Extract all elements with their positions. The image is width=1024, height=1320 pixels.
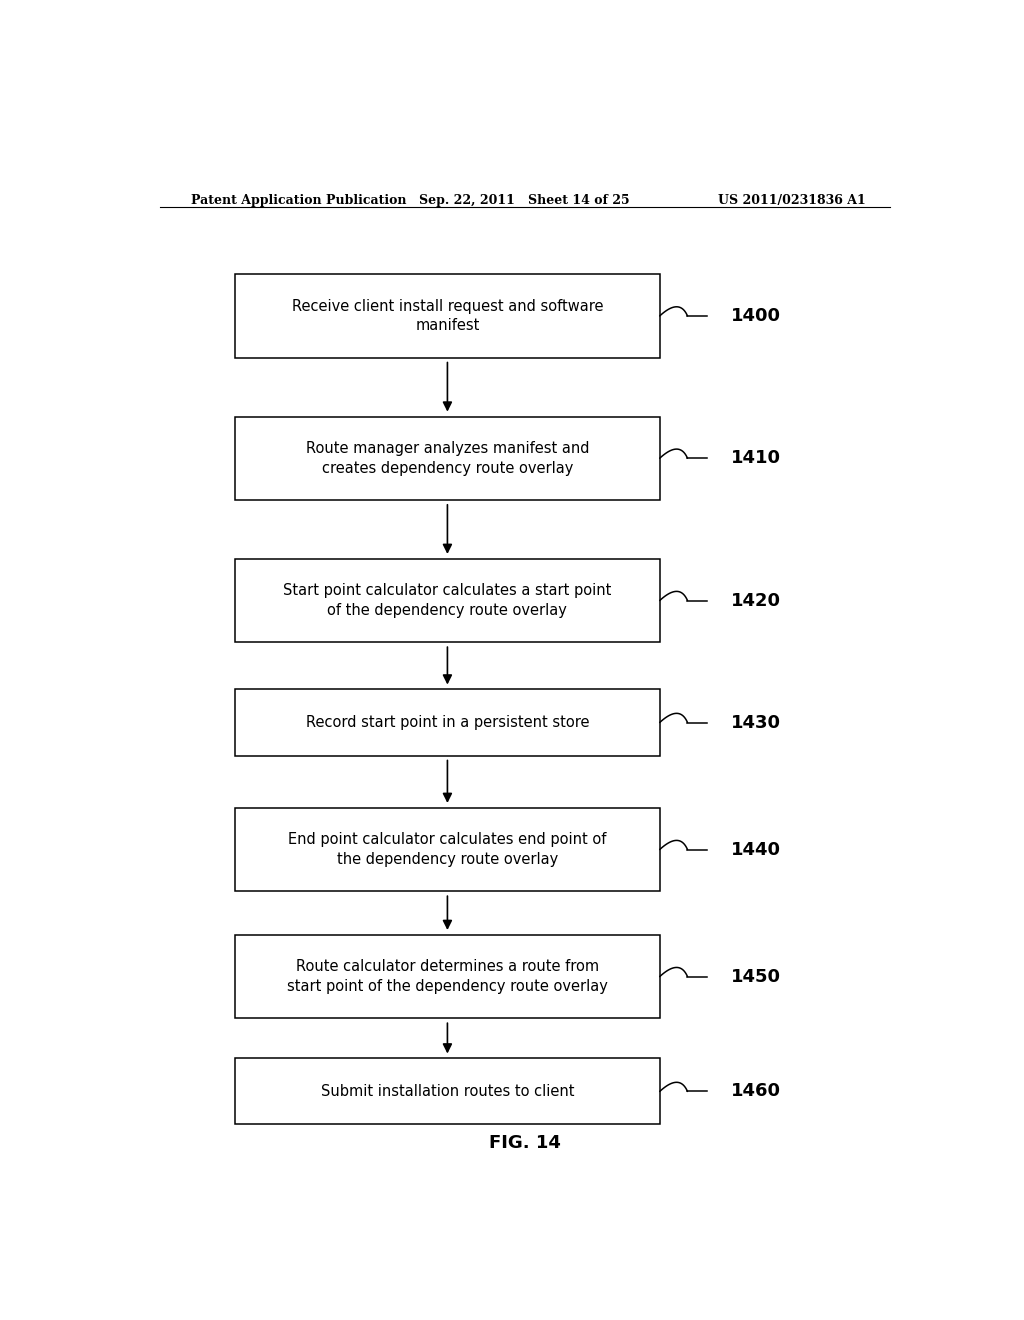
Text: US 2011/0231836 A1: US 2011/0231836 A1 [718, 194, 866, 207]
FancyBboxPatch shape [236, 935, 659, 1018]
Text: Record start point in a persistent store: Record start point in a persistent store [306, 715, 589, 730]
Text: Route calculator determines a route from
start point of the dependency route ove: Route calculator determines a route from… [287, 960, 608, 994]
FancyBboxPatch shape [236, 417, 659, 500]
Text: 1430: 1430 [731, 714, 781, 731]
Text: FIG. 14: FIG. 14 [488, 1134, 561, 1152]
Text: Receive client install request and software
manifest: Receive client install request and softw… [292, 298, 603, 334]
Text: Patent Application Publication: Patent Application Publication [191, 194, 407, 207]
FancyBboxPatch shape [236, 808, 659, 891]
Text: Start point calculator calculates a start point
of the dependency route overlay: Start point calculator calculates a star… [284, 583, 611, 618]
Text: Sep. 22, 2011   Sheet 14 of 25: Sep. 22, 2011 Sheet 14 of 25 [420, 194, 630, 207]
FancyBboxPatch shape [236, 1059, 659, 1125]
Text: 1400: 1400 [731, 308, 781, 325]
Text: Submit installation routes to client: Submit installation routes to client [321, 1084, 574, 1100]
FancyBboxPatch shape [236, 275, 659, 358]
Text: 1460: 1460 [731, 1082, 781, 1101]
Text: 1410: 1410 [731, 449, 781, 467]
Text: 1450: 1450 [731, 968, 781, 986]
Text: End point calculator calculates end point of
the dependency route overlay: End point calculator calculates end poin… [288, 832, 606, 867]
Text: Route manager analyzes manifest and
creates dependency route overlay: Route manager analyzes manifest and crea… [306, 441, 589, 475]
FancyBboxPatch shape [236, 558, 659, 643]
FancyBboxPatch shape [236, 689, 659, 755]
Text: 1440: 1440 [731, 841, 781, 858]
Text: 1420: 1420 [731, 591, 781, 610]
